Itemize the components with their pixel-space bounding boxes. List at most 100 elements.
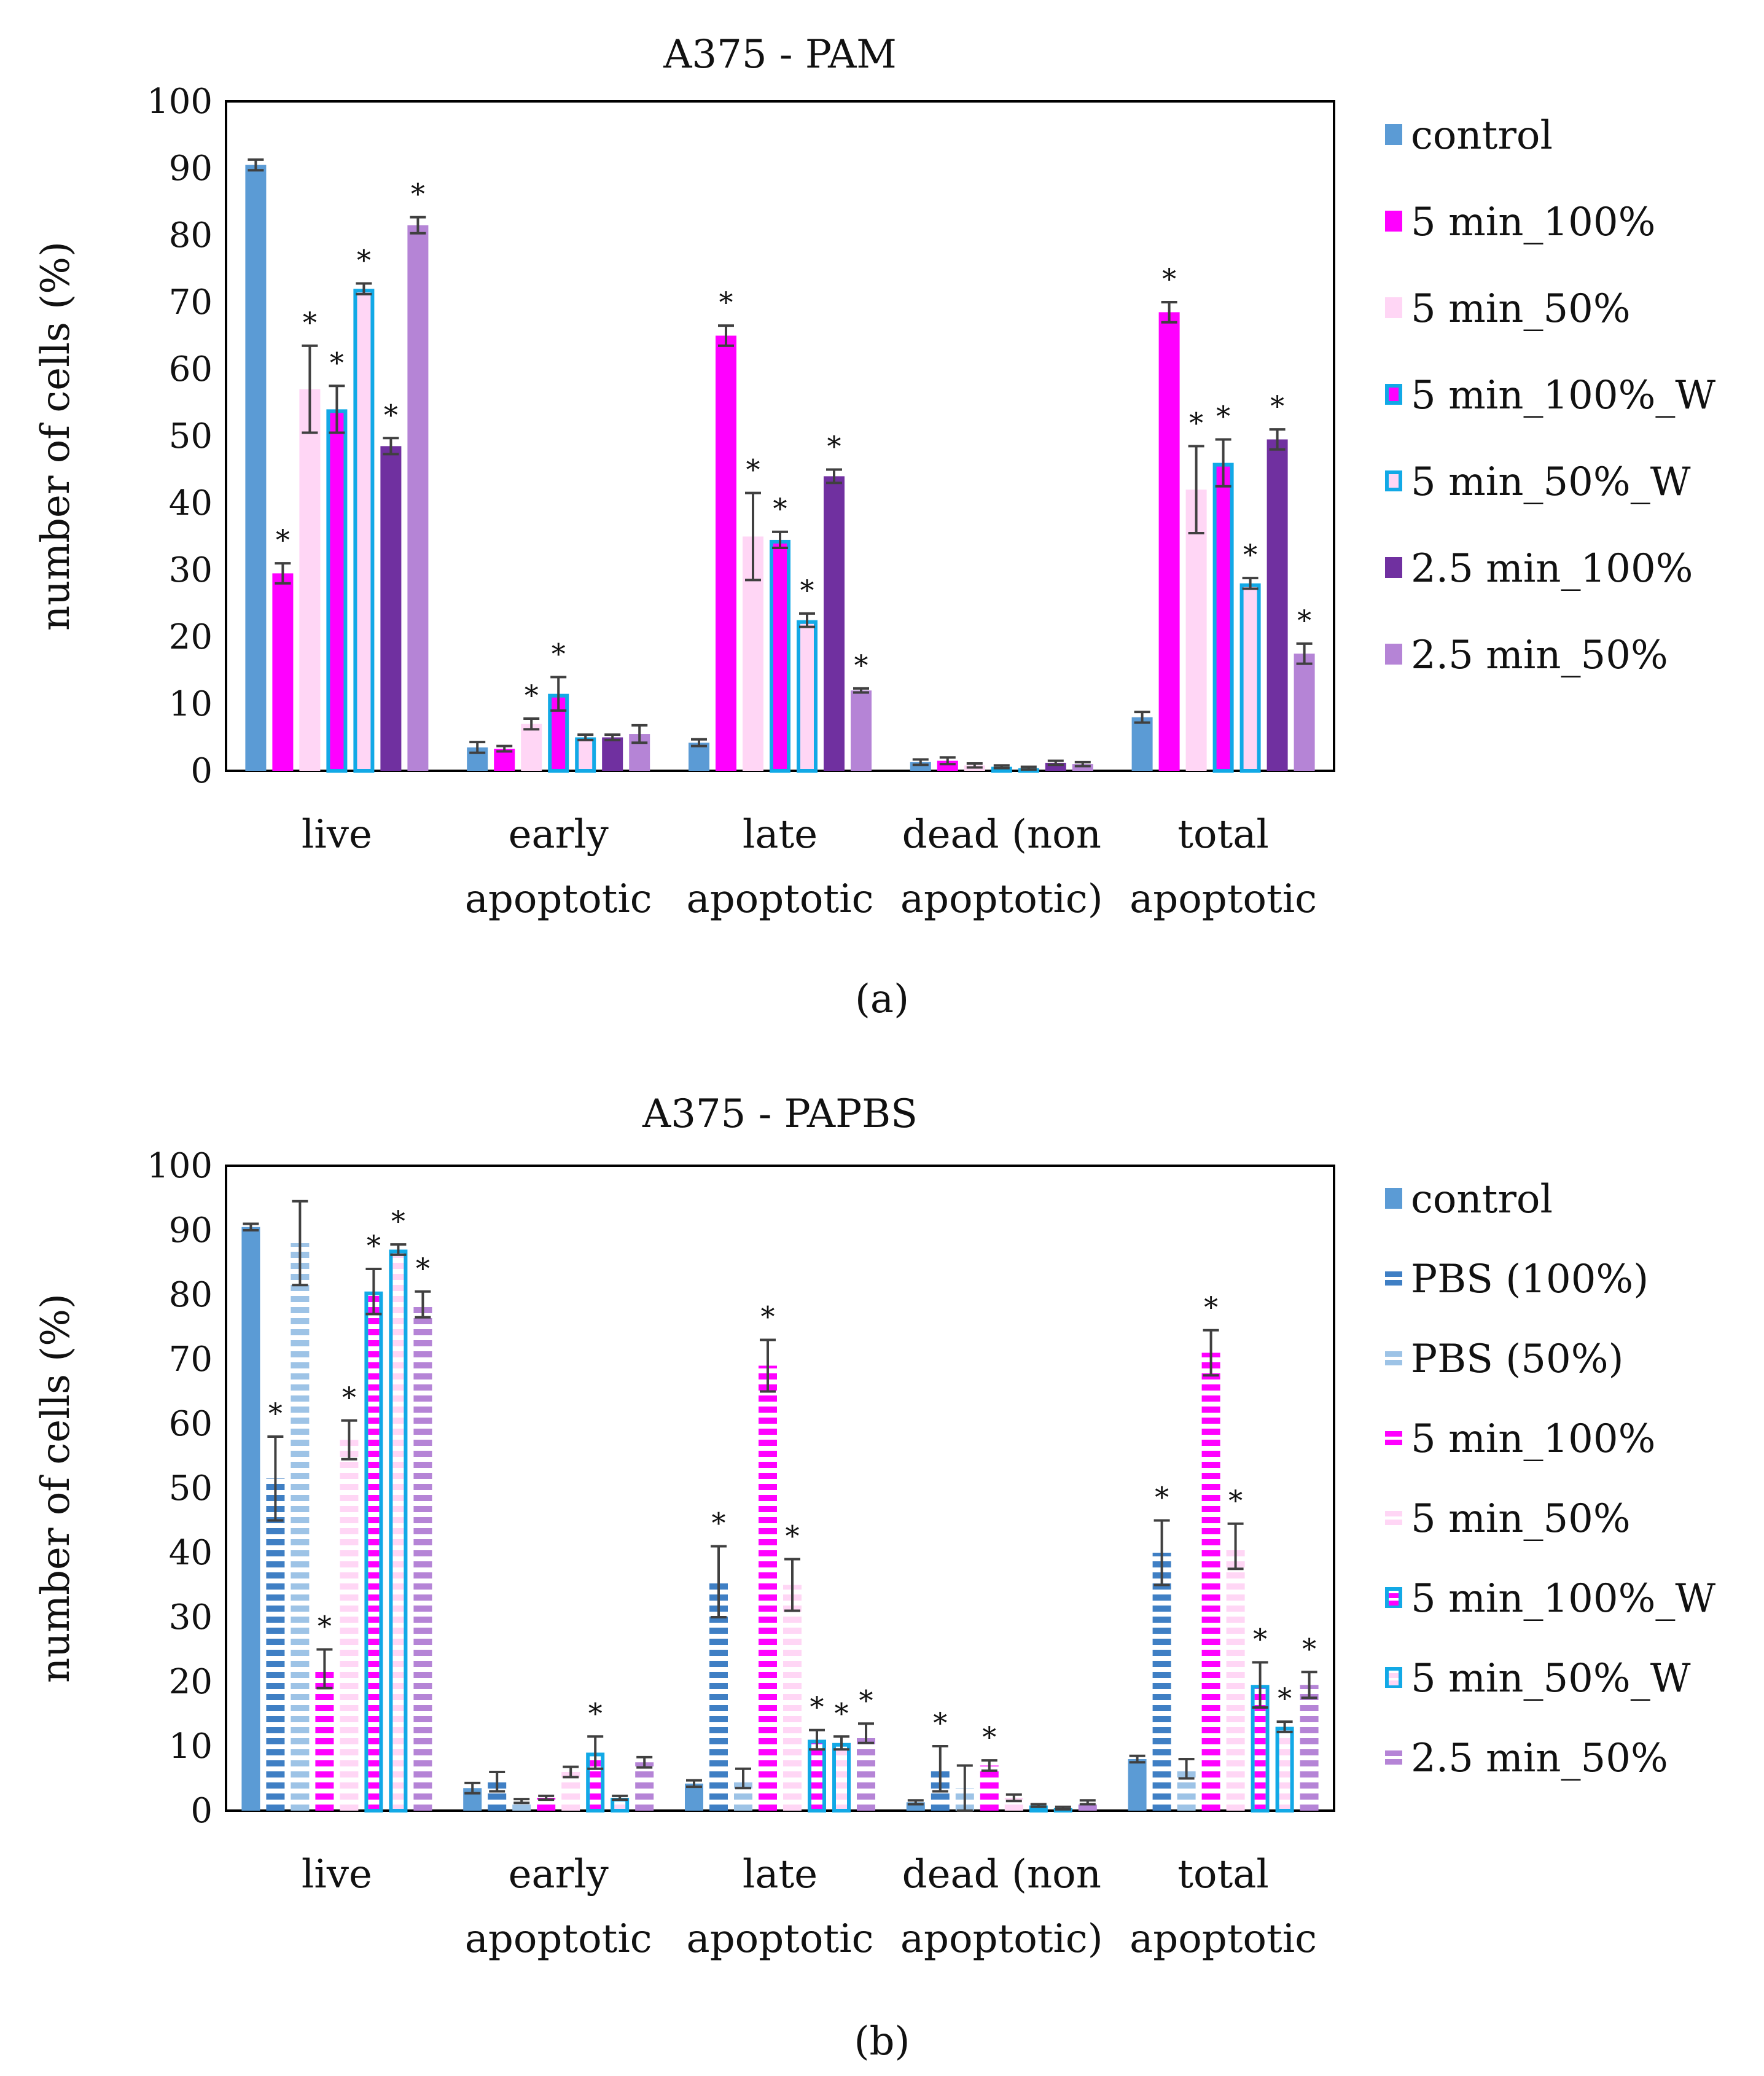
bar-stripe bbox=[291, 1418, 310, 1424]
bar-stripe bbox=[340, 1650, 359, 1656]
bar-stripe bbox=[1201, 1594, 1220, 1601]
bar-stripe bbox=[368, 1373, 380, 1379]
bar-stripe bbox=[980, 1782, 999, 1789]
bar-stripe bbox=[266, 1727, 285, 1733]
bar-stripe bbox=[1300, 1805, 1319, 1811]
bar-stripe bbox=[340, 1550, 359, 1556]
bar-stripe bbox=[413, 1694, 432, 1700]
bar bbox=[575, 737, 596, 773]
bar-stripe bbox=[1201, 1506, 1220, 1512]
bar-stripe bbox=[291, 1694, 310, 1700]
bar-stripe bbox=[291, 1451, 310, 1457]
bar-stripe bbox=[1226, 1650, 1245, 1656]
bar-stripe bbox=[368, 1340, 380, 1346]
significance-star: * bbox=[746, 453, 760, 486]
bar-stripe bbox=[266, 1583, 285, 1590]
legend-label: control bbox=[1411, 113, 1553, 158]
bar-stripe bbox=[1279, 1749, 1290, 1755]
bar-stripe bbox=[1300, 1793, 1319, 1800]
bar-stripe bbox=[266, 1782, 285, 1789]
bar-stripe bbox=[392, 1661, 404, 1667]
bar-stripe bbox=[392, 1440, 404, 1446]
bar-stripe bbox=[413, 1617, 432, 1623]
error-bar bbox=[1252, 1661, 1268, 1709]
significance-star: * bbox=[1253, 1623, 1267, 1656]
chart-b-papbs: A375 - PAPBS 0 10 20 30 40 50 60 70 80 90 100 number… bbox=[33, 1091, 1715, 1962]
bar bbox=[824, 476, 845, 771]
error-bar bbox=[1030, 1803, 1047, 1808]
bar-stripe bbox=[1300, 1705, 1319, 1711]
category-label: apoptotic bbox=[465, 876, 652, 922]
error-bar bbox=[981, 1759, 997, 1772]
bar-stripe bbox=[368, 1528, 380, 1534]
bar-stripe bbox=[783, 1805, 802, 1811]
bar-stripe bbox=[340, 1583, 359, 1590]
bar-stripe bbox=[413, 1418, 432, 1424]
bar-stripe bbox=[413, 1672, 432, 1678]
bar-stripe bbox=[1201, 1639, 1220, 1645]
bar-stripe bbox=[340, 1760, 359, 1766]
bar-stripe bbox=[709, 1782, 728, 1789]
bar-stripe bbox=[811, 1805, 822, 1811]
bar bbox=[407, 225, 429, 771]
bar-stripe bbox=[783, 1793, 802, 1800]
legend-item: 2.5 min_50% bbox=[1385, 633, 1668, 678]
legend-swatch bbox=[1385, 1351, 1402, 1365]
bar bbox=[1201, 1352, 1220, 1811]
bar-stripe bbox=[1226, 1760, 1245, 1766]
bar-stripe bbox=[1254, 1793, 1266, 1800]
legend-label: 2.5 min_50% bbox=[1411, 1736, 1668, 1781]
error-bar bbox=[390, 1243, 407, 1256]
bar-stripe bbox=[392, 1738, 404, 1744]
bar-stripe bbox=[1177, 1805, 1196, 1811]
bar-stripe bbox=[392, 1594, 404, 1601]
bar-stripe bbox=[315, 1716, 334, 1722]
y-tick-label: 0 bbox=[190, 751, 213, 791]
bar-stripe bbox=[291, 1716, 310, 1722]
error-bar bbox=[907, 1799, 924, 1806]
bar-stripe bbox=[413, 1805, 432, 1811]
bar-stripe bbox=[291, 1793, 310, 1800]
bar-stripe bbox=[857, 1749, 875, 1755]
bar-stripe bbox=[1226, 1705, 1245, 1711]
significance-star: * bbox=[330, 346, 344, 379]
bar-stripe bbox=[1152, 1738, 1171, 1744]
error-bar bbox=[1047, 759, 1064, 767]
bar-stripe bbox=[836, 1793, 847, 1800]
significance-star: * bbox=[525, 679, 539, 712]
bar-stripe bbox=[1201, 1716, 1220, 1722]
bar-stripe bbox=[413, 1384, 432, 1391]
bar-stripe bbox=[1201, 1661, 1220, 1667]
bar-stripe bbox=[1152, 1594, 1171, 1601]
bar-stripe bbox=[340, 1661, 359, 1667]
bar-stripe bbox=[1152, 1694, 1171, 1700]
error-bar bbox=[1301, 1671, 1317, 1699]
bar-stripe bbox=[635, 1793, 654, 1800]
bar-stripe bbox=[291, 1672, 310, 1678]
bar-stripe bbox=[392, 1805, 404, 1811]
bar-stripe bbox=[392, 1683, 404, 1689]
bar-stripe bbox=[836, 1760, 847, 1766]
bar-stripe bbox=[291, 1429, 310, 1435]
bar-stripe bbox=[392, 1285, 404, 1291]
bar bbox=[857, 1738, 875, 1811]
bar-stripe bbox=[368, 1583, 380, 1590]
bar-stripe bbox=[291, 1462, 310, 1468]
bar-stripe bbox=[1152, 1606, 1171, 1612]
bar-stripe bbox=[759, 1805, 777, 1811]
bar-stripe bbox=[783, 1749, 802, 1755]
chart-title: A375 - PAPBS bbox=[642, 1091, 918, 1137]
bar-stripe bbox=[368, 1716, 380, 1722]
bar-stripe bbox=[783, 1727, 802, 1733]
significance-star: * bbox=[773, 492, 787, 525]
bar-stripe bbox=[1226, 1771, 1245, 1777]
bar-stripe bbox=[392, 1429, 404, 1435]
bar-stripe bbox=[315, 1760, 334, 1766]
bar-stripe bbox=[340, 1738, 359, 1744]
bar-stripe bbox=[931, 1793, 950, 1800]
legend-item: 5 min_100% bbox=[1385, 1416, 1655, 1462]
category-label: apoptotic bbox=[465, 1916, 652, 1962]
bar bbox=[836, 1749, 847, 1811]
category-label: late bbox=[743, 812, 818, 857]
bar-stripe bbox=[413, 1440, 432, 1446]
